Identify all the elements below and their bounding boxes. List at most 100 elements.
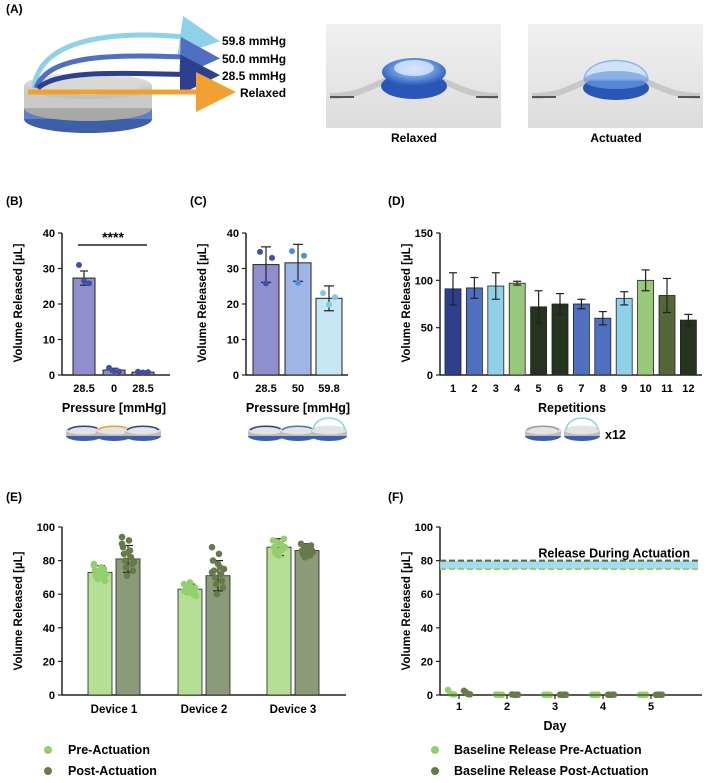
data-point xyxy=(102,570,110,578)
photo-relaxed xyxy=(326,24,501,128)
data-point xyxy=(140,369,146,376)
data-point xyxy=(121,557,129,564)
y-tick-label: 40 xyxy=(227,228,239,240)
data-point xyxy=(81,277,87,284)
data-point xyxy=(220,565,228,573)
data-point xyxy=(124,548,132,556)
y-tick-label: 80 xyxy=(421,556,433,568)
data-point xyxy=(208,569,216,576)
y-tick-label: 20 xyxy=(43,656,55,668)
data-point xyxy=(263,280,269,287)
legend-marker xyxy=(44,767,52,775)
legend-label: Baseline Release Post-Actuation xyxy=(454,764,649,778)
data-point xyxy=(180,587,188,595)
bar xyxy=(594,317,612,376)
label-28-5: 28.5 mmHg xyxy=(222,69,286,83)
x-tick-label: 28.5 xyxy=(132,383,153,395)
x-tick-label: 11 xyxy=(661,383,673,395)
band-label: Release During Actuation xyxy=(538,547,690,561)
data-point xyxy=(118,533,126,541)
y-tick-label: 40 xyxy=(43,623,55,635)
bar xyxy=(266,546,292,696)
x-tick-label: 4 xyxy=(514,383,521,395)
chart-b: 0 10 20 30 40 Volume Released [µL] 28.5 0 28.5 **… xyxy=(13,228,170,441)
y-tick-label: 0 xyxy=(233,370,239,382)
chart-f: 0 20 40 60 80 100 Volume Released [µL] Release … xyxy=(401,522,702,778)
y-axis-title: Volume Released [µL] xyxy=(401,243,413,362)
data-point xyxy=(562,691,570,699)
x-tick-label: 9 xyxy=(621,383,627,395)
x-tick-label: 3 xyxy=(493,383,499,395)
y-tick-label: 30 xyxy=(227,264,239,276)
legend-marker xyxy=(431,767,439,775)
arrow-28-5 xyxy=(36,54,220,95)
x-tick-label: 0 xyxy=(111,383,117,395)
y-tick-label: 0 xyxy=(427,690,433,702)
x-tick-label: 4 xyxy=(600,701,607,713)
data-point xyxy=(111,368,117,375)
bar xyxy=(284,262,312,376)
y-tick-label: 30 xyxy=(43,264,55,276)
data-point xyxy=(130,558,138,566)
data-point xyxy=(326,301,332,308)
data-point xyxy=(332,294,338,301)
data-point xyxy=(320,289,326,296)
data-point xyxy=(127,553,135,561)
data-point xyxy=(307,542,315,549)
x-tick-label: 12 xyxy=(682,383,694,395)
x-axis-title: Day xyxy=(544,719,567,733)
data-point xyxy=(76,261,82,268)
photo-actuated xyxy=(528,24,703,128)
data-point xyxy=(122,564,130,571)
data-point xyxy=(257,248,263,255)
data-point xyxy=(129,567,137,574)
x-axis-title: Repetitions xyxy=(538,401,606,415)
bar xyxy=(294,550,320,696)
x-tick-label: Device 3 xyxy=(270,704,317,716)
panel-label-e: (E) xyxy=(6,490,22,504)
label-59-8: 59.8 mmHg xyxy=(222,34,286,48)
mini-disk-top xyxy=(311,425,347,435)
x-tick-label: 6 xyxy=(557,383,563,395)
data-point xyxy=(191,584,199,591)
legend-label: Baseline Release Pre-Actuation xyxy=(454,743,642,757)
arrow-59-8 xyxy=(31,15,220,89)
data-point xyxy=(280,535,288,543)
y-axis-title: Volume Released [µL] xyxy=(13,551,25,670)
bar xyxy=(615,297,633,376)
y-tick-label: 20 xyxy=(227,299,239,311)
data-point xyxy=(118,540,126,548)
data-point xyxy=(275,552,283,559)
actuation-band xyxy=(440,560,698,569)
data-point xyxy=(658,691,666,698)
panel-label-a: (A) xyxy=(6,2,23,16)
data-point xyxy=(273,538,281,546)
data-point xyxy=(95,567,103,574)
data-point xyxy=(219,584,227,591)
legend-marker xyxy=(431,746,439,754)
data-point xyxy=(185,585,193,593)
data-point xyxy=(450,691,458,698)
y-tick-label: 100 xyxy=(415,275,433,287)
data-point xyxy=(212,580,220,588)
data-point xyxy=(123,572,131,580)
data-point xyxy=(96,574,104,581)
data-point xyxy=(297,540,305,548)
y-tick-label: 100 xyxy=(415,522,433,534)
y-tick-label: 60 xyxy=(421,589,433,601)
data-point xyxy=(466,691,474,698)
data-point xyxy=(214,560,222,568)
repetition-annotation: x12 xyxy=(605,428,626,442)
data-point xyxy=(213,590,221,598)
panel-label-d: (D) xyxy=(388,194,405,208)
bar xyxy=(508,282,526,376)
data-point xyxy=(281,543,289,551)
y-axis-title: Volume Released [µL] xyxy=(401,551,413,670)
mini-disk-top xyxy=(564,425,600,435)
mini-disk-membrane xyxy=(126,425,160,431)
x-tick-label: 7 xyxy=(578,383,584,395)
y-tick-label: 40 xyxy=(43,228,55,240)
data-point xyxy=(274,547,282,554)
y-tick-label: 10 xyxy=(43,335,55,347)
y-tick-label: 0 xyxy=(49,690,55,702)
